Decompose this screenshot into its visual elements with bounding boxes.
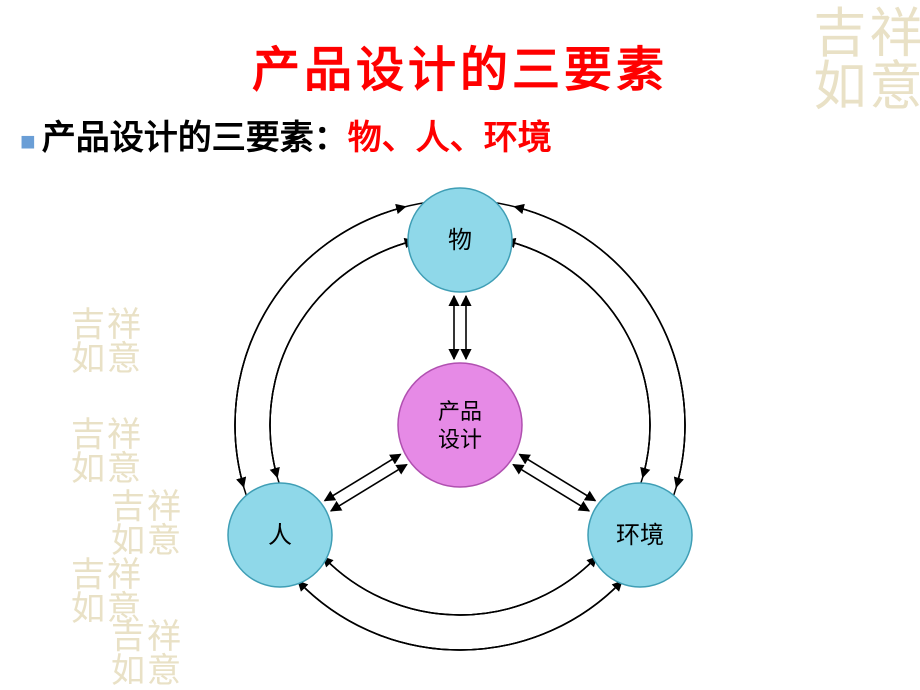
node-label-top: 物 <box>448 227 472 254</box>
center-label-1: 产品 <box>438 399 482 424</box>
node-label-right: 环境 <box>616 522 664 549</box>
decoration-seal: 吉祥如意 <box>70 558 142 626</box>
decoration-seal: 吉祥如意 <box>70 308 142 376</box>
subtitle-highlight: 物、人、环境 <box>348 120 552 157</box>
subtitle-prefix: 产品设计的三要素： <box>42 120 348 157</box>
subtitle: ■产品设计的三要素：物、人、环境 <box>20 110 552 159</box>
page-title: 产品设计的三要素 <box>0 30 920 100</box>
decoration-seal: 吉祥如意 <box>70 418 142 486</box>
node-center <box>398 363 522 487</box>
bullet-icon: ■ <box>20 126 36 156</box>
elements-diagram: 物人 环境 产品设计 <box>145 165 775 685</box>
node-label-left: 人 <box>268 523 292 549</box>
center-label-2: 设计 <box>438 427 482 452</box>
